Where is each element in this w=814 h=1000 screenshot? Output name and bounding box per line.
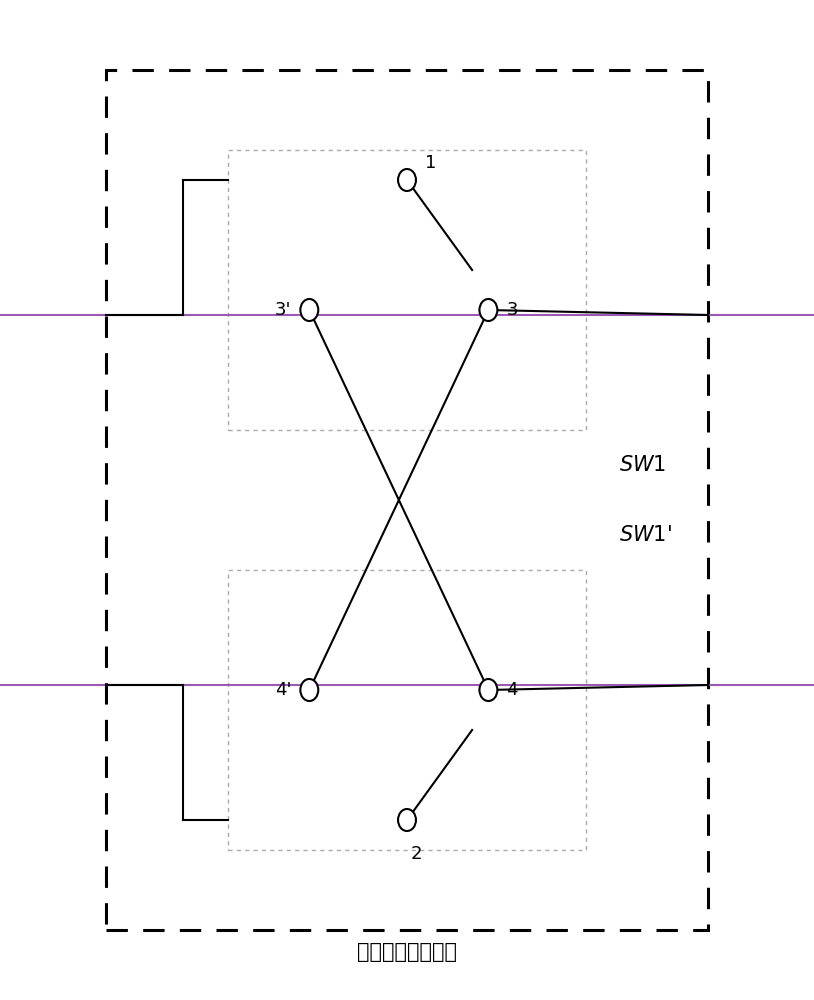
Circle shape xyxy=(300,679,318,701)
Circle shape xyxy=(300,299,318,321)
Bar xyxy=(228,570,586,850)
Text: $\it{SW}$1: $\it{SW}$1 xyxy=(619,455,666,475)
Text: 2: 2 xyxy=(411,845,422,863)
Text: 1: 1 xyxy=(425,154,436,172)
Text: $\it{SW}$1': $\it{SW}$1' xyxy=(619,525,672,545)
Bar xyxy=(228,150,586,430)
Text: 3: 3 xyxy=(506,301,518,319)
Text: 3': 3' xyxy=(275,301,291,319)
Circle shape xyxy=(398,809,416,831)
Text: 4: 4 xyxy=(506,681,518,699)
Circle shape xyxy=(398,169,416,191)
Text: 4': 4' xyxy=(275,681,291,699)
Circle shape xyxy=(479,679,497,701)
Circle shape xyxy=(479,299,497,321)
Text: 极间电压转换开关: 极间电压转换开关 xyxy=(357,942,457,962)
Bar xyxy=(106,70,708,930)
